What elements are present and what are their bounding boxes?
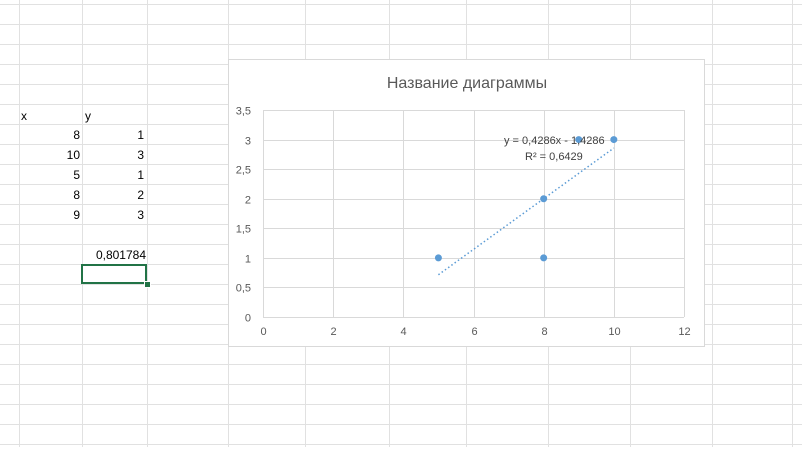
chart-area[interactable]: Название диаграммы 0 0,5 1 1,5 2 2,5 3 3,5 0 2 4 6… <box>228 59 705 347</box>
header-x: x <box>21 109 27 123</box>
scatter-chart: Название диаграммы 0 0,5 1 1,5 2 2,5 3 3,5 0 2 4 6… <box>236 75 691 338</box>
cell-result-value[interactable]: 0,801784 <box>95 248 146 262</box>
y-axis-labels: 0 0,5 1 1,5 2 2,5 3 3,5 <box>236 106 251 325</box>
y-tick-label: 2 <box>245 195 251 207</box>
x-tick-label: 10 <box>608 326 620 338</box>
x-tick-label: 12 <box>678 326 690 338</box>
x-tick-label: 0 <box>260 326 266 338</box>
cell-y-2[interactable]: 3 <box>137 148 144 162</box>
data-point-3[interactable] <box>434 254 442 262</box>
header-y: y <box>85 109 91 123</box>
trendline-r2[interactable]: R² = 0,6429 <box>525 151 583 163</box>
y-tick-label: 2,5 <box>236 165 251 177</box>
y-tick-label: 3,5 <box>236 106 251 118</box>
cell-x-5[interactable]: 9 <box>73 208 80 222</box>
fill-handle[interactable] <box>144 281 151 288</box>
x-tick-label: 6 <box>471 326 477 338</box>
data-point-4[interactable] <box>540 195 548 203</box>
y-tick-label: 0 <box>245 313 251 325</box>
cell-y-3[interactable]: 1 <box>137 168 144 182</box>
selected-cell[interactable] <box>81 264 147 284</box>
y-tick-label: 0,5 <box>236 283 251 295</box>
cell-x-1[interactable]: 8 <box>73 128 80 142</box>
data-point-1[interactable] <box>540 254 548 262</box>
y-tick-label: 1 <box>245 254 251 266</box>
data-point-2[interactable] <box>610 136 618 144</box>
x-axis-labels: 0 2 4 6 8 10 12 <box>260 326 690 338</box>
x-tick-label: 8 <box>541 326 547 338</box>
trendline[interactable] <box>437 147 615 276</box>
x-tick-label: 2 <box>330 326 336 338</box>
chart-title[interactable]: Название диаграммы <box>387 75 547 92</box>
data-points <box>434 136 618 262</box>
cell-y-4[interactable]: 2 <box>137 188 144 202</box>
x-tick-label: 4 <box>400 326 406 338</box>
cell-x-3[interactable]: 5 <box>73 168 80 182</box>
y-tick-label: 3 <box>245 136 251 148</box>
chart-gridlines <box>263 110 685 318</box>
cell-x-4[interactable]: 8 <box>73 188 80 202</box>
trendline-group <box>437 147 615 276</box>
trendline-equation[interactable]: y = 0,4286x - 1,4286 <box>504 135 605 147</box>
cell-x-2[interactable]: 10 <box>66 148 80 162</box>
cell-y-5[interactable]: 3 <box>137 208 144 222</box>
cell-y-1[interactable]: 1 <box>137 128 144 142</box>
y-tick-label: 1,5 <box>236 224 251 236</box>
data-point-5[interactable] <box>575 136 583 144</box>
